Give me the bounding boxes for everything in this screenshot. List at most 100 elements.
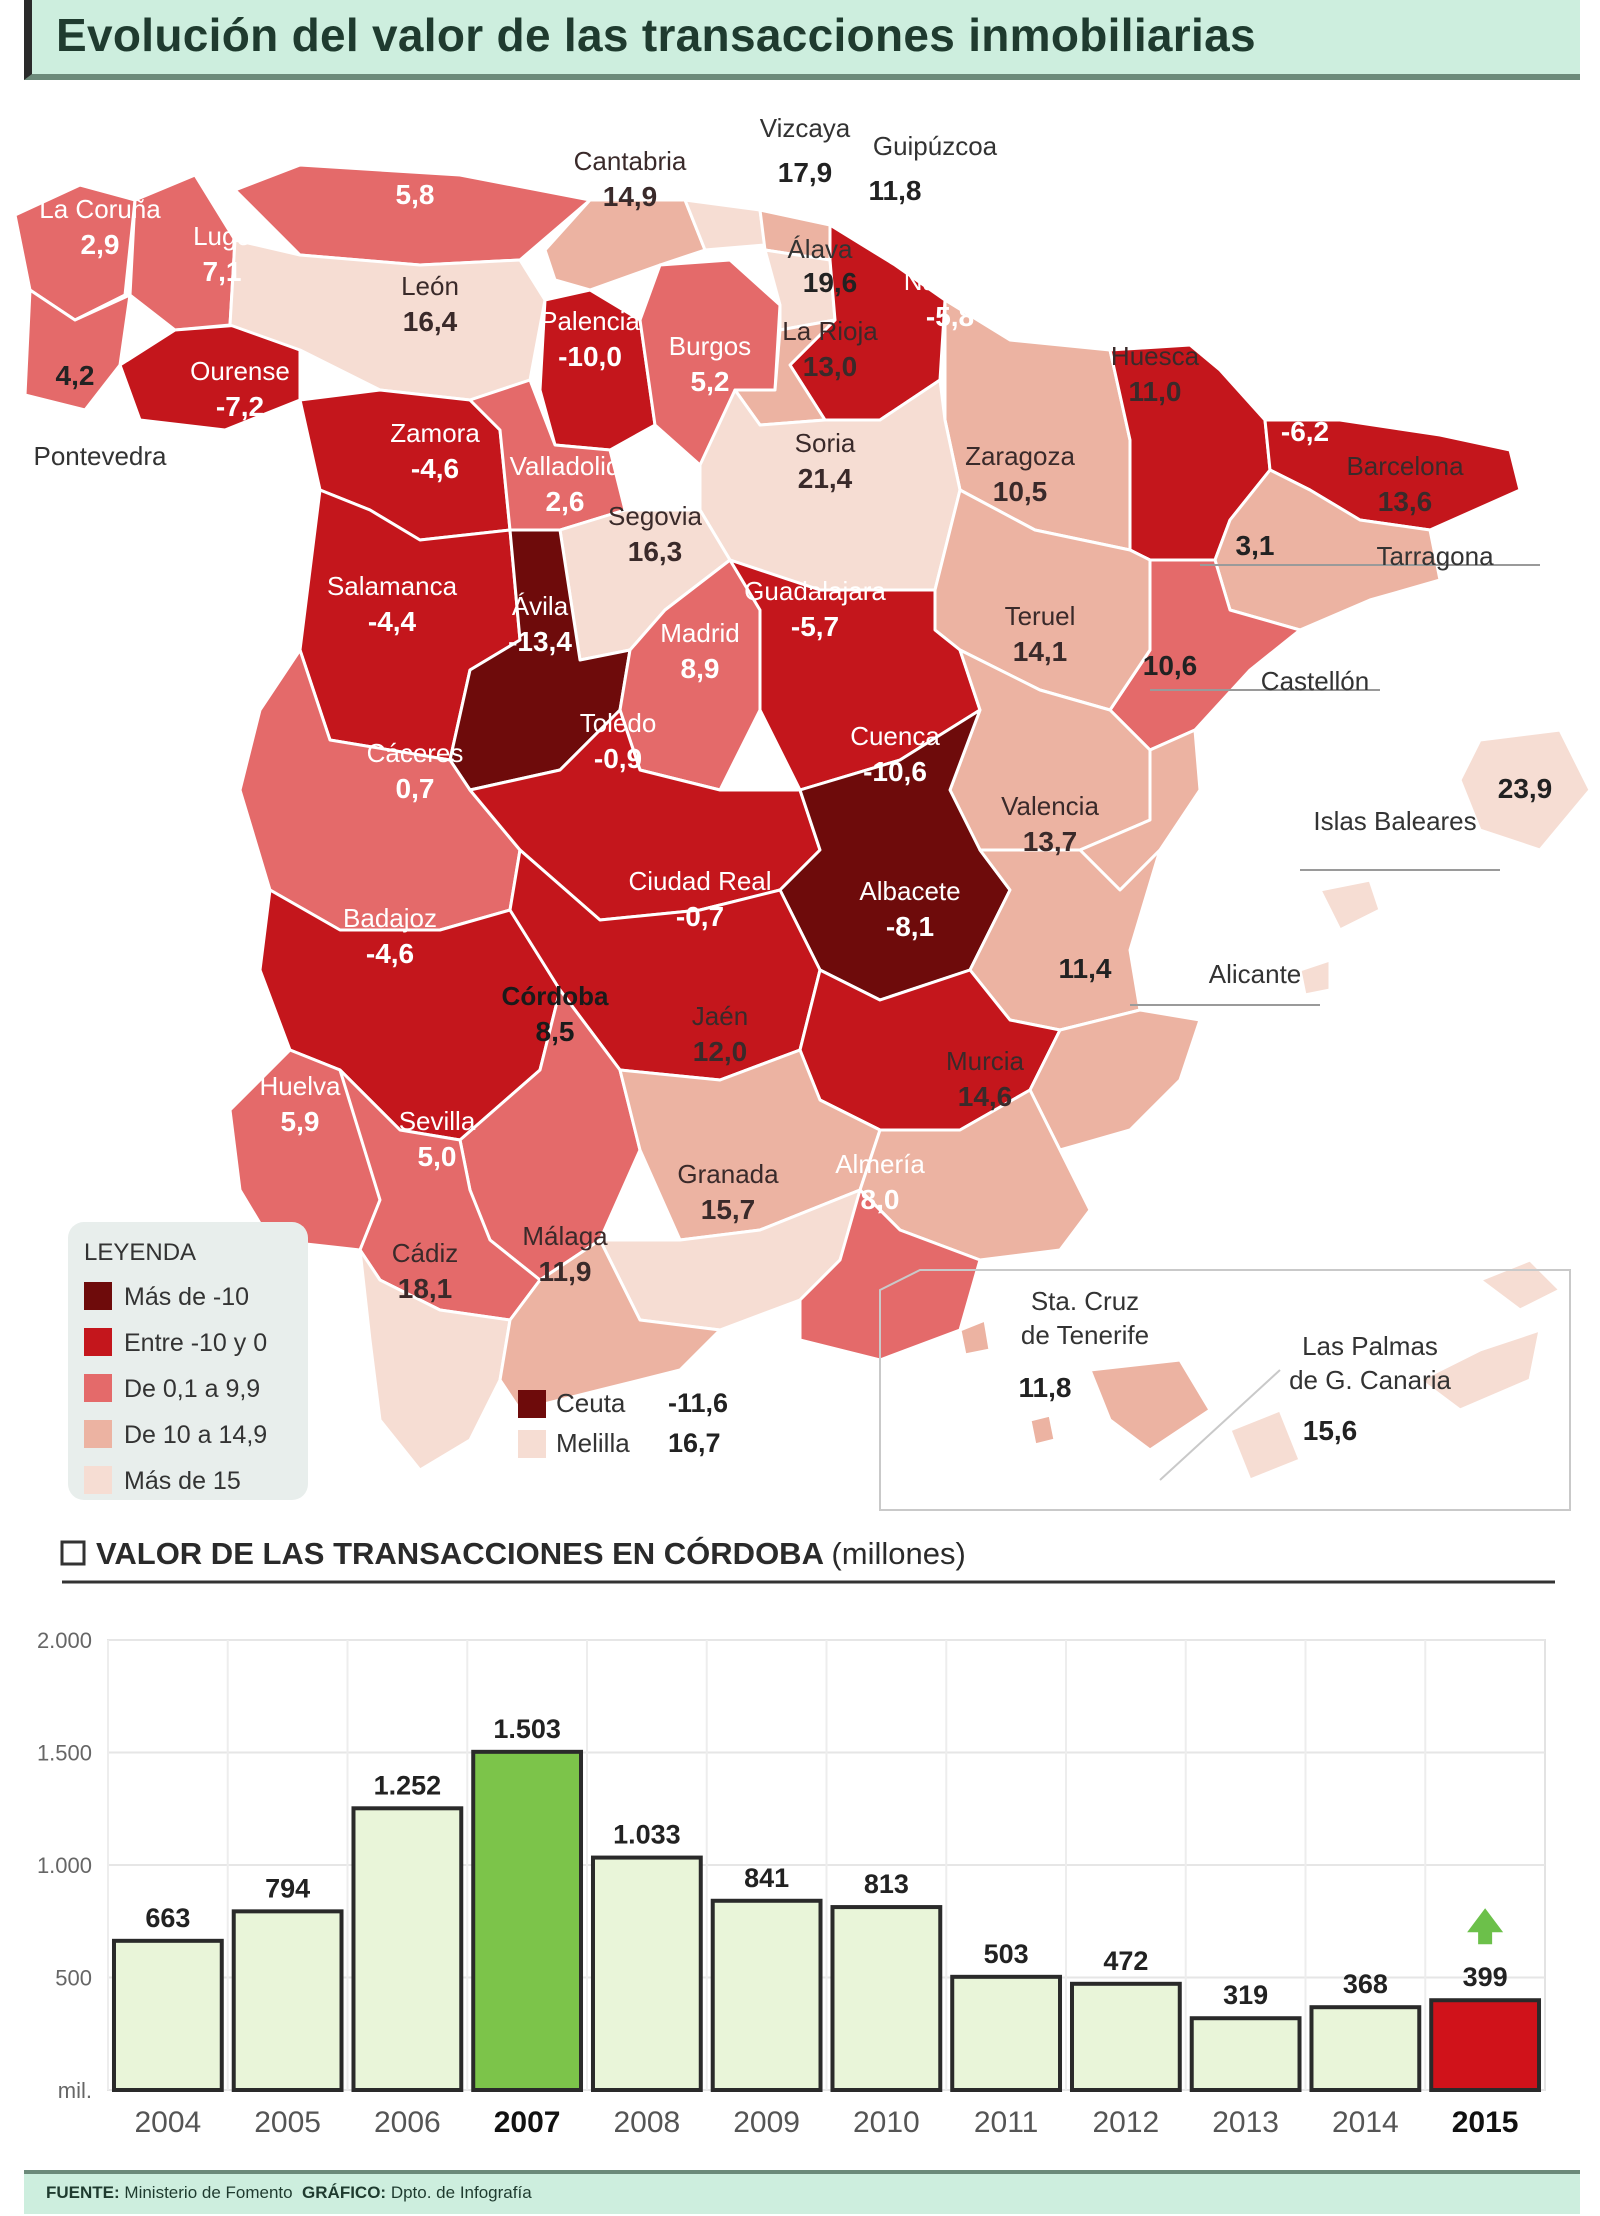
province-value: 2,9 [81, 229, 120, 260]
bar-value-label: 472 [1103, 1946, 1148, 1976]
legend-item: Entre -10 y 0 [124, 1329, 267, 1357]
province-value: 4,2 [56, 360, 95, 391]
province-label-cadiz: Cádiz 18,1 [392, 1238, 458, 1304]
province-name: La Rioja [782, 316, 878, 346]
province-name: Ourense [190, 356, 290, 386]
bar-2009 [710, 1898, 823, 2092]
province-name: Guadalajara [744, 576, 886, 606]
bar-value-label: 1.503 [493, 1714, 561, 1744]
province-label-castellon: Castellón 10,6 [1143, 650, 1369, 696]
province-name: Murcia [946, 1046, 1025, 1076]
province-value: -10,6 [863, 756, 927, 787]
province-name: Toledo [580, 708, 657, 738]
province-value: 14,9 [603, 181, 658, 212]
bar-chart: VALOR DE LAS TRANSACCIONES EN CÓRDOBA (m… [37, 1535, 1555, 2139]
province-name: Álava [787, 234, 853, 264]
x-tick-label: 2009 [733, 2106, 800, 2139]
province-label-ceuta: Ceuta -11,6 [518, 1388, 728, 1418]
province-value: 13,0 [803, 351, 858, 382]
province-name: Huesca [1111, 341, 1200, 371]
province-value: -5,7 [791, 611, 839, 642]
province-value: -7,2 [216, 391, 264, 422]
footer: FUENTE: Ministerio de Fomento GRÁFICO: D… [24, 2170, 1580, 2214]
chart-title-group: VALOR DE LAS TRANSACCIONES EN CÓRDOBA (m… [60, 1535, 1555, 1584]
province-label-malaga: Málaga 11,9 [522, 1221, 608, 1287]
province-label-barcelona: Barcelona 13,6 [1346, 451, 1464, 517]
province-value: 3,1 [1236, 530, 1275, 561]
province-name: Lérida [1269, 381, 1342, 411]
province-value: 12,0 [693, 1036, 748, 1067]
x-tick-label: 2005 [254, 2106, 321, 2139]
province-ourense [118, 323, 302, 432]
province-value: -4,4 [368, 606, 417, 637]
province-name: Ciudad Real [628, 866, 771, 896]
bar-value-label: 399 [1463, 1962, 1508, 1992]
title-bar: Evolución del valor de las transacciones… [24, 0, 1580, 80]
source-label: FUENTE: [46, 2183, 120, 2202]
province-label-guadalajara: Guadalajara -5,7 [744, 576, 886, 642]
province-islas-baleares [1458, 728, 1592, 852]
province-value: -5,8 [926, 301, 974, 332]
province-name: León [401, 271, 459, 301]
legend-item: Más de -10 [124, 1283, 249, 1311]
province-label-almeria: Almería 8,0 [835, 1149, 925, 1215]
province-name: Navarra [904, 266, 997, 296]
province-value: 14,6 [958, 1081, 1013, 1112]
province-name: Salamanca [327, 571, 458, 601]
province-label-lugo: Lugo 7,1 [193, 221, 251, 287]
province-value: -0,9 [594, 743, 642, 774]
province-value: 21,4 [798, 463, 853, 494]
province-name: Zamora [390, 418, 480, 448]
province-label-la-rioja: La Rioja 13,0 [782, 316, 878, 382]
province-name: Lugo [193, 221, 251, 251]
province-label-toledo: Toledo -0,9 [580, 708, 657, 774]
province-las-palmas-de-g-canaria-2 [1418, 1328, 1542, 1412]
legend-title: LEYENDA [84, 1239, 196, 1266]
province-label-la-coruna: La Coruña 2,9 [39, 194, 161, 260]
province-value: 15,6 [1303, 1415, 1358, 1446]
bar-value-label: 794 [265, 1873, 310, 1903]
province-value: 7,1 [203, 256, 242, 287]
province-label-segovia: Segovia 16,3 [608, 501, 702, 567]
province-value: -8,1 [886, 911, 934, 942]
province-name: Málaga [522, 1221, 608, 1251]
province-value: 5,0 [418, 1141, 457, 1172]
province-name: Granada [677, 1159, 779, 1189]
province-label-teruel: Teruel 14,1 [1005, 601, 1076, 667]
province-value: 11,0 [1129, 376, 1182, 407]
province-value: 8,0 [861, 1184, 900, 1215]
province-name: Valladolid [510, 451, 621, 481]
province-islas-baleares-3 [1298, 958, 1332, 997]
province-name: Soria [795, 428, 856, 458]
province-name: Burgos [669, 331, 751, 361]
graphic-text: Dpto. de Infografía [390, 2183, 532, 2202]
province-name: Castellón [1261, 666, 1369, 696]
province-name: Badajoz [343, 903, 437, 933]
province-name: Madrid [660, 618, 739, 648]
province-value: 11,4 [1059, 953, 1112, 984]
province-value: -11,6 [668, 1388, 728, 1418]
province-las-palmas-de-g-canaria [1228, 1408, 1302, 1482]
province-value: 10,6 [1143, 650, 1198, 681]
province-label-tarragona: Tarragona 3,1 [1236, 530, 1495, 571]
province-value: 2,6 [546, 486, 585, 517]
province-value: 14,1 [1013, 636, 1068, 667]
province-value: 13,6 [1378, 486, 1433, 517]
province-value: 8,5 [536, 1016, 575, 1047]
province-label-sta-cruz-de-tenerife: Sta. Cruz de Tenerife 11,8 [1019, 1286, 1150, 1403]
province-label-las-palmas-de-g-canaria: Las Palmas de G. Canaria 15,6 [1289, 1331, 1451, 1446]
province-label-zaragoza: Zaragoza 10,5 [965, 441, 1075, 507]
province-name: Cádiz [392, 1238, 458, 1268]
province-label-huesca: Huesca 11,0 [1111, 341, 1200, 407]
province-value: -4,6 [411, 453, 459, 484]
province-name: Teruel [1005, 601, 1076, 631]
bar-2014 [1309, 2005, 1422, 2093]
province-malaga [498, 1238, 722, 1412]
source-text: Ministerio de Fomento [124, 2183, 293, 2202]
graphic-label: GRÁFICO: [302, 2183, 387, 2202]
bar-value-label: 503 [984, 1939, 1029, 1969]
province-name: Pontevedra [34, 441, 168, 471]
province-valencia [968, 848, 1162, 1032]
province-name: Guipúzcoa [873, 131, 998, 161]
